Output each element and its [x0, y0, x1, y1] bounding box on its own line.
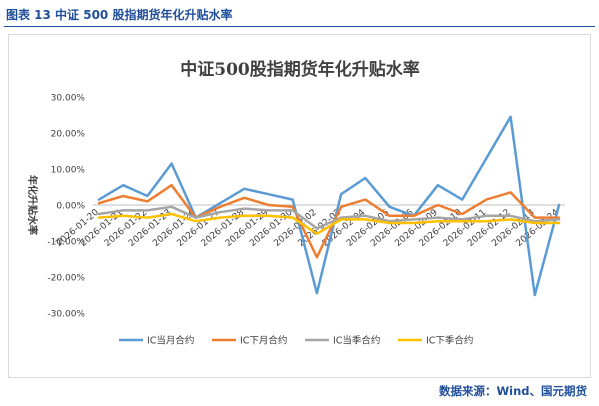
legend-label: IC下月合约	[240, 335, 287, 347]
figure-caption: 图表 13 中证 500 股指期货年化升贴水率	[6, 8, 233, 22]
series-line	[97, 212, 561, 236]
x-tick-label: 2026-02-24	[514, 207, 561, 248]
legend: IC当月合约 IC下月合约 IC当季合约 IC下季合约	[119, 335, 473, 347]
y-tick-label: 20.00%	[51, 130, 86, 140]
y-axis-label: 年化升贴水率	[26, 175, 39, 235]
y-tick-label: 30.00%	[51, 94, 86, 104]
y-axis: 30.00% 20.00% 10.00% 0.00% -10.00% -20.00% -30…	[47, 94, 565, 320]
y-tick-label: -20.00%	[47, 274, 85, 284]
legend-label: IC当季合约	[333, 335, 380, 347]
legend-label: IC下季合约	[426, 335, 473, 347]
series-line	[97, 205, 561, 230]
series-line	[97, 183, 561, 259]
series-group	[97, 115, 561, 297]
chart-title: 中证500股指期货年化升贴水率	[180, 59, 420, 80]
series-line	[97, 115, 561, 297]
source-note: 数据来源：Wind、国元期货	[438, 384, 587, 398]
y-tick-label: -30.00%	[47, 310, 85, 320]
y-tick-label: 10.00%	[51, 166, 86, 176]
line-chart: 中证500股指期货年化升贴水率 年化升贴水率 30.00% 20.00% 10.00…	[26, 59, 565, 347]
legend-label: IC当月合约	[147, 335, 194, 347]
chart-frame: 中证500股指期货年化升贴水率 年化升贴水率 30.00% 20.00% 10.00…	[8, 34, 591, 378]
y-tick-label: -10.00%	[47, 238, 85, 248]
y-tick-label: 0.00%	[56, 202, 85, 212]
caption-rule	[4, 26, 595, 27]
